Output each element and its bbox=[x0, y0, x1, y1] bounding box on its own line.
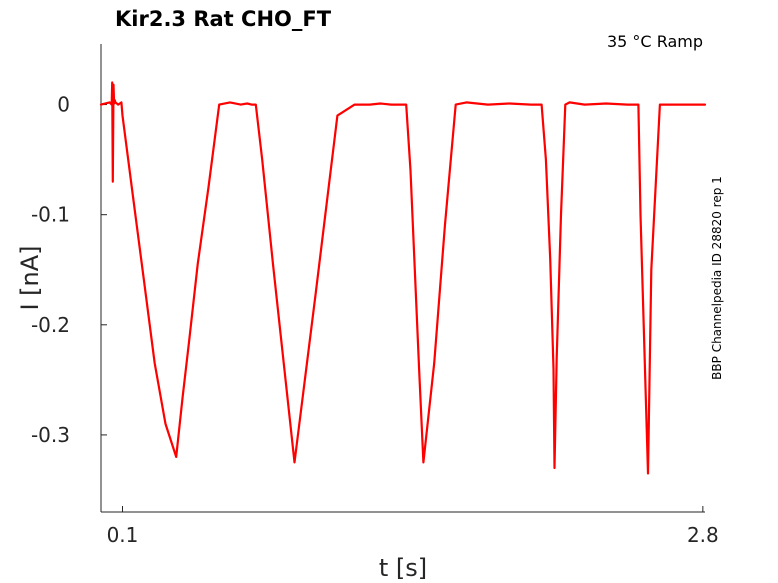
y-tick-label: 0 bbox=[57, 93, 70, 117]
x-tick-label: 0.1 bbox=[107, 523, 139, 547]
x-axis-label: t [s] bbox=[379, 554, 427, 582]
y-tick-label: -0.3 bbox=[31, 423, 70, 447]
y-tick-label: -0.2 bbox=[31, 313, 70, 337]
axes bbox=[100, 44, 705, 513]
side-source-label: BBP Channelpedia ID 28820 rep 1 bbox=[710, 176, 724, 380]
x-tick-label: 2.8 bbox=[687, 523, 719, 547]
chart-title: Kir2.3 Rat CHO_FT bbox=[115, 7, 332, 31]
y-tick-label: -0.1 bbox=[31, 203, 70, 227]
y-axis-label: I [nA] bbox=[16, 245, 44, 310]
ticks: 0 -0.1 -0.2 -0.3 0.1 2.8 bbox=[31, 93, 719, 547]
chart-subtitle: 35 °C Ramp bbox=[607, 32, 703, 51]
current-trace-line bbox=[99, 81, 707, 475]
data-series bbox=[99, 81, 707, 475]
